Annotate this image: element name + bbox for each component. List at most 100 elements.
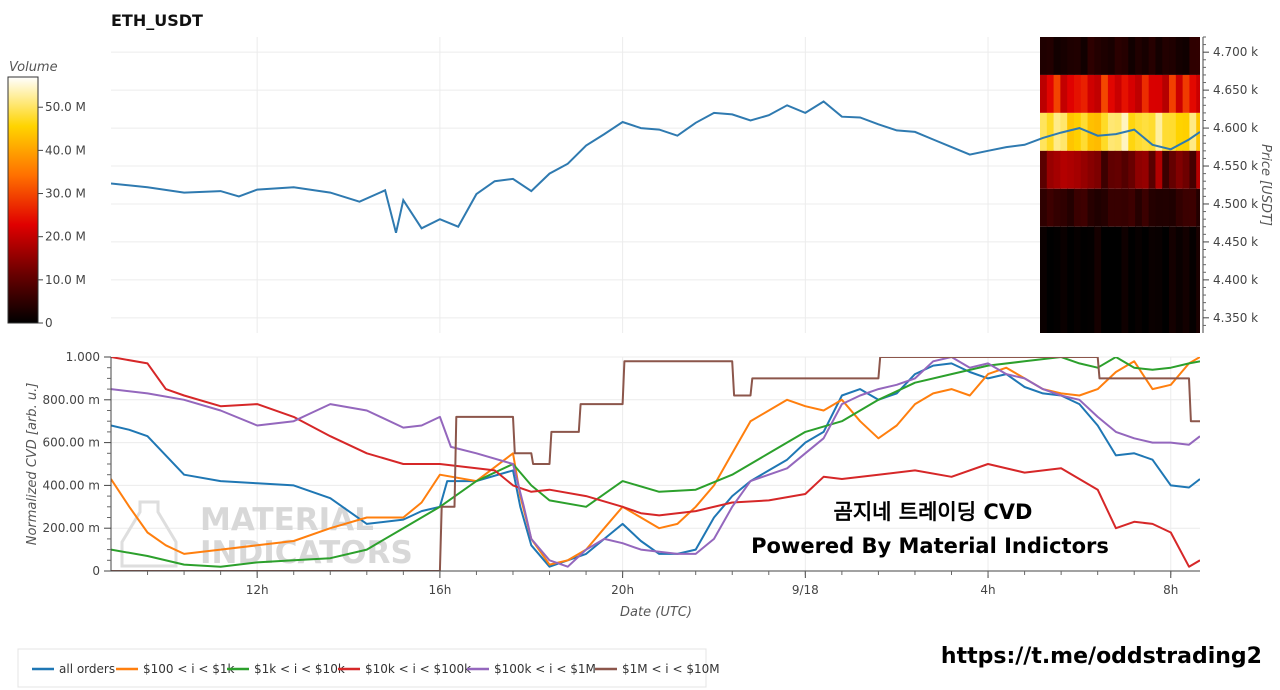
heatmap-cell [1169, 37, 1177, 75]
heatmap-cell [1080, 188, 1089, 227]
heatmap-cell [1141, 188, 1150, 227]
heatmap-cell [1148, 188, 1157, 227]
heatmap-cell [1196, 226, 1200, 333]
legend: all orders $100 < i < $1k $1k < i < $10k $1… [32, 662, 720, 676]
heatmap-cell [1040, 226, 1048, 333]
heatmap-cell [1169, 150, 1177, 189]
colorbar-ticks: 50.0 M 40.0 M 30.0 M 20.0 M 10.0 M 0 [38, 100, 86, 330]
heatmap-cell [1073, 74, 1082, 113]
heatmap-cell [1114, 150, 1123, 189]
heatmap-cell [1060, 37, 1068, 75]
heatmap-cell [1169, 74, 1177, 113]
heatmap-cell [1046, 226, 1055, 333]
cvd-series-line-0 [111, 362, 1200, 568]
heatmap-cell [1141, 37, 1150, 75]
colorbar-title: Volume [9, 60, 58, 75]
heatmap-cell [1196, 37, 1200, 75]
heatmap-cell [1155, 74, 1163, 113]
cvd-y-tick-label: 1.000 [66, 350, 100, 364]
price-line [111, 100, 1200, 234]
cvd-x-tick-label: 16h [428, 583, 451, 597]
heatmap-cell [1080, 37, 1089, 75]
heatmap-cell [1141, 112, 1150, 151]
cvd-y-axis-label: Normalized CVD [arb. u.] [25, 383, 40, 546]
heatmap-cell [1135, 74, 1143, 113]
heatmap-cell [1169, 112, 1177, 151]
heatmap-cell [1107, 226, 1116, 333]
price-tick-label: 4.400 k [1213, 273, 1258, 287]
volume-heatmap [1040, 37, 1200, 333]
heatmap-cell [1182, 188, 1191, 227]
heatmap-cell [1087, 37, 1095, 75]
colorbar-tick-label: 0 [45, 316, 53, 330]
heatmap-cell [1175, 112, 1184, 151]
heatmap-cell [1087, 74, 1095, 113]
heatmap-cell [1121, 188, 1129, 227]
heatmap-cell [1060, 188, 1068, 227]
heatmap-cell [1196, 74, 1200, 113]
heatmap-cell [1148, 112, 1157, 151]
price-tick-label: 4.550 k [1213, 159, 1258, 173]
heatmap-cell [1040, 150, 1048, 189]
heatmap-cell [1162, 37, 1170, 75]
heatmap-cell [1189, 226, 1197, 333]
heatmap-cell [1135, 188, 1143, 227]
heatmap-cell [1148, 150, 1157, 189]
heatmap-cell [1135, 226, 1143, 333]
heatmap-cell [1087, 188, 1095, 227]
heatmap-cell [1141, 150, 1150, 189]
price-plot-area [111, 37, 1200, 333]
heatmap-cell [1162, 226, 1170, 333]
heatmap-cell [1073, 226, 1082, 333]
price-grid [111, 37, 1200, 333]
heatmap-cell [1162, 74, 1170, 113]
heatmap-cell [1046, 74, 1055, 113]
heatmap-cell [1169, 188, 1177, 227]
heatmap-cell [1080, 74, 1089, 113]
cvd-x-tick-label: 12h [246, 583, 269, 597]
watermark-line-1: MATERIAL [200, 502, 374, 538]
heatmap-cell [1087, 150, 1095, 189]
colorbar-tick-label: 10.0 M [45, 273, 86, 287]
heatmap-cell [1087, 112, 1095, 151]
footer-url[interactable]: https://t.me/oddstrading2 [941, 644, 1262, 669]
heatmap-cell [1128, 112, 1136, 151]
heatmap-cell [1162, 112, 1170, 151]
cvd-series-line-4 [111, 357, 1200, 568]
heatmap-cell [1162, 150, 1170, 189]
price-tick-label: 4.650 k [1213, 83, 1258, 97]
heatmap-cell [1094, 112, 1102, 151]
heatmap-cell [1121, 226, 1129, 333]
heatmap-cell [1114, 226, 1123, 333]
heatmap-cell [1114, 74, 1123, 113]
cvd-x-tick-label: 4h [980, 583, 995, 597]
cvd-y-tick-label: 600.00 m [43, 436, 101, 450]
cvd-x-tick-label: 9/18 [792, 583, 819, 597]
heatmap-cell [1148, 37, 1157, 75]
legend-item-label: $100k < i < $1M [494, 662, 596, 676]
heatmap-cell [1073, 112, 1082, 151]
legend-item-label: $100 < i < $1k [143, 662, 235, 676]
colorbar-tick-label: 40.0 M [45, 143, 86, 157]
heatmap-cell [1101, 112, 1109, 151]
heatmap-cell [1114, 37, 1123, 75]
heatmap-cell [1046, 188, 1055, 227]
legend-item-label: $10k < i < $100k [365, 662, 471, 676]
heatmap-cell [1107, 74, 1116, 113]
legend-item-label: all orders [59, 662, 115, 676]
heatmap-cell [1182, 226, 1191, 333]
price-axis-ticks: 4.700 k 4.650 k 4.600 k 4.550 k 4.500 k 4.450… [1203, 36, 1258, 326]
heatmap-cell [1080, 226, 1089, 333]
heatmap-cell [1094, 226, 1102, 333]
annotation-title: 곰지네 트레이딩 CVD [834, 500, 1033, 524]
heatmap-cell [1135, 37, 1143, 75]
cvd-x-tick-label: 20h [611, 583, 634, 597]
heatmap-cell [1107, 188, 1116, 227]
price-tick-label: 4.350 k [1213, 311, 1258, 325]
heatmap-cell [1040, 188, 1048, 227]
heatmap-cell [1155, 37, 1163, 75]
heatmap-cell [1114, 188, 1123, 227]
heatmap-cell [1155, 226, 1163, 333]
heatmap-cell [1094, 37, 1102, 75]
heatmap-cell [1182, 150, 1191, 189]
